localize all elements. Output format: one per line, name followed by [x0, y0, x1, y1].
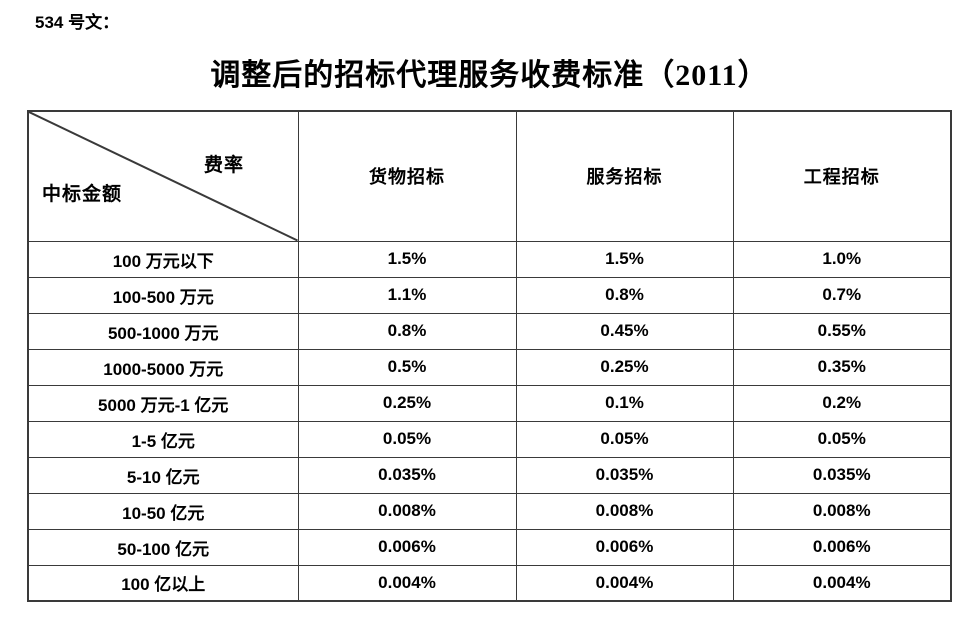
rate-cell: 0.004% [515, 564, 734, 602]
rate-cell: 0.55% [732, 312, 952, 350]
table-row: 100-500 万元 1.1% 0.8% 0.7% [27, 276, 952, 314]
rate-cell: 0.008% [297, 492, 517, 530]
rate-cell: 0.05% [297, 420, 517, 458]
rate-cell: 0.05% [732, 420, 952, 458]
table-row: 500-1000 万元 0.8% 0.45% 0.55% [27, 312, 952, 350]
table-row: 1000-5000 万元 0.5% 0.25% 0.35% [27, 348, 952, 386]
diagonal-divider-line [29, 112, 297, 240]
column-header-goods: 货物招标 [297, 110, 517, 242]
rate-cell: 0.006% [297, 528, 517, 566]
rate-cell: 1.0% [732, 240, 952, 278]
rate-cell: 0.004% [297, 564, 517, 602]
column-header-service: 服务招标 [515, 110, 734, 242]
table-row: 5-10 亿元 0.035% 0.035% 0.035% [27, 456, 952, 494]
rate-cell: 0.008% [732, 492, 952, 530]
rate-cell: 0.008% [515, 492, 734, 530]
fee-rate-table: 费率 中标金额 货物招标 服务招标 工程招标 100 万元以下 1.5% 1.5… [27, 110, 952, 602]
rate-cell: 0.45% [515, 312, 734, 350]
corner-label-amount: 中标金额 [42, 184, 123, 205]
rate-cell: 0.25% [515, 348, 734, 386]
table-row: 100 万元以下 1.5% 1.5% 1.0% [27, 240, 952, 278]
rate-cell: 0.2% [732, 384, 952, 422]
rate-cell: 0.1% [515, 384, 734, 422]
rate-cell: 0.8% [515, 276, 734, 314]
column-header-engineering: 工程招标 [732, 110, 952, 242]
rate-cell: 0.006% [732, 528, 952, 566]
table-row: 1-5 亿元 0.05% 0.05% 0.05% [27, 420, 952, 458]
corner-label-rate: 费率 [204, 155, 245, 176]
rate-cell: 0.035% [515, 456, 734, 494]
rate-cell: 0.5% [297, 348, 517, 386]
amount-cell: 500-1000 万元 [27, 312, 299, 350]
amount-cell: 1-5 亿元 [27, 420, 299, 458]
table-row: 50-100 亿元 0.006% 0.006% 0.006% [27, 528, 952, 566]
rate-cell: 0.7% [732, 276, 952, 314]
amount-cell: 10-50 亿元 [27, 492, 299, 530]
rate-cell: 0.006% [515, 528, 734, 566]
rate-cell: 0.8% [297, 312, 517, 350]
amount-cell: 5-10 亿元 [27, 456, 299, 494]
amount-cell: 1000-5000 万元 [27, 348, 299, 386]
page-title: 调整后的招标代理服务收费标准（2011） [210, 59, 769, 92]
rate-cell: 1.5% [297, 240, 517, 278]
rate-cell: 0.004% [732, 564, 952, 602]
rate-cell: 0.35% [732, 348, 952, 386]
rate-cell: 0.25% [297, 384, 517, 422]
rate-cell: 0.035% [297, 456, 517, 494]
rate-cell: 0.05% [515, 420, 734, 458]
amount-cell: 50-100 亿元 [27, 528, 299, 566]
table-row: 100 亿以上 0.004% 0.004% 0.004% [27, 564, 952, 602]
rate-cell: 1.5% [515, 240, 734, 278]
table-header-row: 费率 中标金额 货物招标 服务招标 工程招标 [27, 110, 952, 242]
amount-cell: 100 万元以下 [27, 240, 299, 278]
table-row: 10-50 亿元 0.008% 0.008% 0.008% [27, 492, 952, 530]
amount-cell: 100 亿以上 [27, 564, 299, 602]
rate-cell: 1.1% [297, 276, 517, 314]
document-number-label: 534 号文： [35, 13, 120, 32]
amount-cell: 5000 万元-1 亿元 [27, 384, 299, 422]
rate-cell: 0.035% [732, 456, 952, 494]
amount-cell: 100-500 万元 [27, 276, 299, 314]
table-row: 5000 万元-1 亿元 0.25% 0.1% 0.2% [27, 384, 952, 422]
diagonal-corner-cell: 费率 中标金额 [27, 110, 299, 242]
